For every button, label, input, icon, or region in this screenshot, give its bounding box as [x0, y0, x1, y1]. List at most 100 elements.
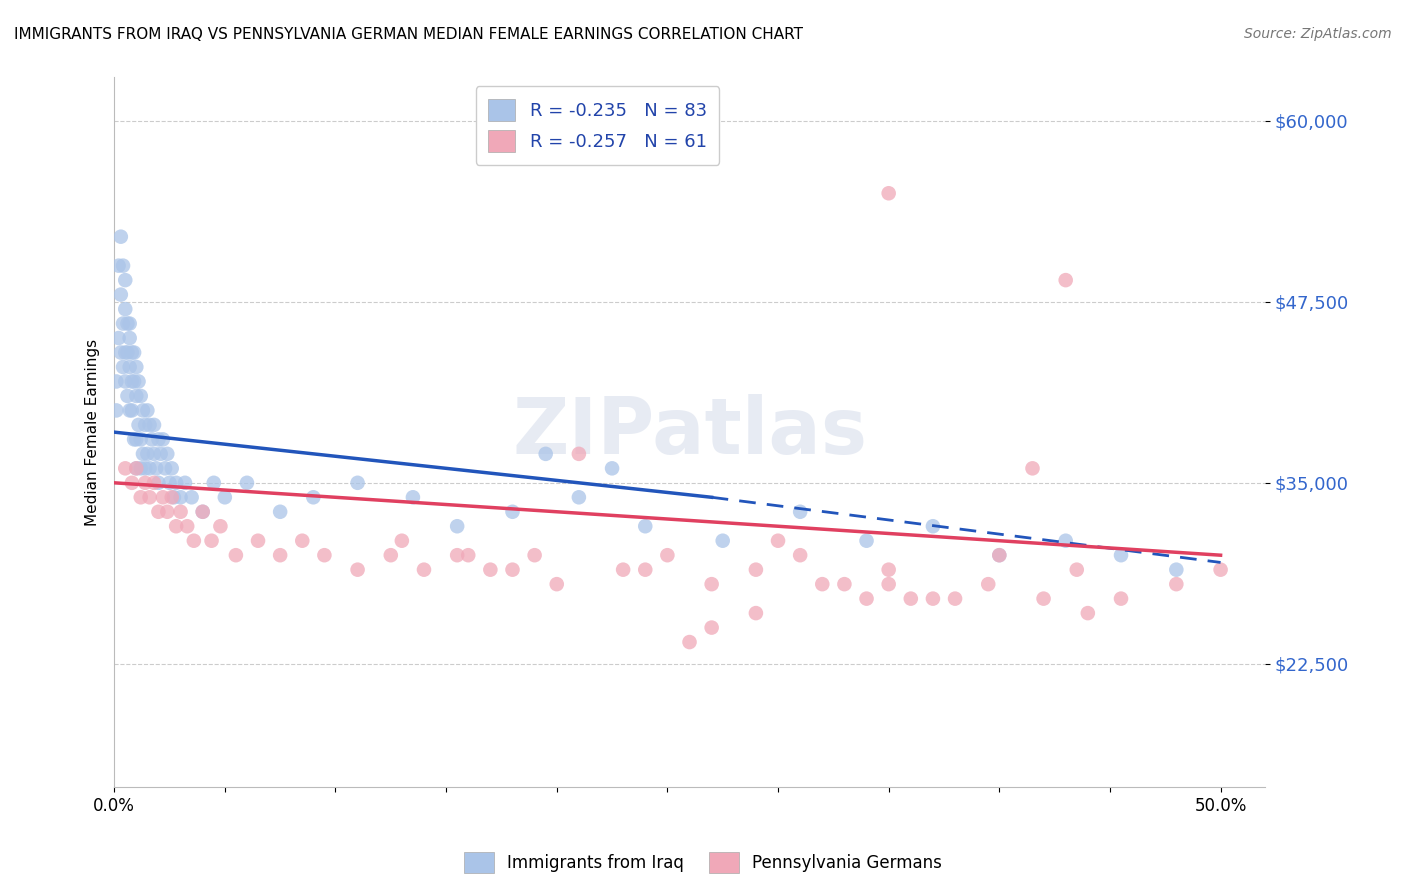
Point [446, 548, 468, 562]
Point [1054, 273, 1077, 287]
Point [988, 548, 1011, 562]
Point [612, 563, 634, 577]
Point [789, 505, 811, 519]
Point [855, 591, 877, 606]
Point [122, 433, 145, 447]
Point [105, 375, 128, 389]
Point [143, 447, 166, 461]
Point [877, 577, 900, 591]
Point [117, 389, 139, 403]
Point [122, 375, 145, 389]
Point [134, 461, 156, 475]
Point [346, 475, 368, 490]
Point [1209, 563, 1232, 577]
Point [163, 490, 186, 504]
Point [138, 461, 160, 475]
Point [657, 548, 679, 562]
Point [457, 548, 479, 562]
Point [165, 475, 187, 490]
Point [118, 403, 141, 417]
Text: Source: ZipAtlas.com: Source: ZipAtlas.com [1244, 27, 1392, 41]
Point [811, 577, 834, 591]
Point [122, 345, 145, 359]
Point [125, 461, 148, 475]
Y-axis label: Median Female Earnings: Median Female Earnings [86, 339, 100, 525]
Point [114, 375, 136, 389]
Point [121, 475, 143, 490]
Point [1066, 563, 1088, 577]
Point [314, 548, 336, 562]
Point [156, 447, 179, 461]
Point [141, 433, 163, 447]
Point [402, 490, 425, 504]
Point [855, 533, 877, 548]
Point [136, 403, 159, 417]
Legend: Immigrants from Iraq, Pennsylvania Germans: Immigrants from Iraq, Pennsylvania Germa… [457, 846, 949, 880]
Point [174, 475, 197, 490]
Point [209, 519, 232, 533]
Point [900, 591, 922, 606]
Point [413, 563, 436, 577]
Point [112, 259, 135, 273]
Point [600, 461, 623, 475]
Point [134, 475, 156, 490]
Point [121, 345, 143, 359]
Point [129, 389, 152, 403]
Point [118, 317, 141, 331]
Point [1109, 548, 1132, 562]
Point [107, 259, 129, 273]
Point [922, 519, 945, 533]
Point [117, 317, 139, 331]
Point [114, 273, 136, 287]
Point [977, 577, 1000, 591]
Point [534, 447, 557, 461]
Point [107, 331, 129, 345]
Point [121, 403, 143, 417]
Point [145, 461, 167, 475]
Point [943, 591, 966, 606]
Point [112, 359, 135, 374]
Point [138, 490, 160, 504]
Point [191, 505, 214, 519]
Point [136, 447, 159, 461]
Point [156, 505, 179, 519]
Point [269, 505, 291, 519]
Point [988, 548, 1011, 562]
Point [129, 461, 152, 475]
Point [143, 417, 166, 432]
Legend: R = -0.235   N = 83, R = -0.257   N = 61: R = -0.235 N = 83, R = -0.257 N = 61 [475, 87, 720, 165]
Point [634, 563, 657, 577]
Point [291, 533, 314, 548]
Text: ZIPatlas: ZIPatlas [512, 394, 868, 470]
Point [152, 490, 174, 504]
Point [446, 519, 468, 533]
Point [1166, 563, 1188, 577]
Point [128, 375, 150, 389]
Point [121, 375, 143, 389]
Point [200, 533, 222, 548]
Point [1054, 533, 1077, 548]
Point [1166, 577, 1188, 591]
Point [125, 461, 148, 475]
Point [700, 621, 723, 635]
Point [128, 417, 150, 432]
Point [678, 635, 700, 649]
Point [302, 490, 325, 504]
Point [110, 287, 132, 301]
Point [114, 461, 136, 475]
Point [834, 577, 856, 591]
Point [546, 577, 568, 591]
Point [523, 548, 546, 562]
Point [112, 317, 135, 331]
Point [125, 389, 148, 403]
Point [148, 505, 170, 519]
Point [110, 345, 132, 359]
Point [877, 186, 900, 201]
Point [117, 345, 139, 359]
Point [149, 447, 172, 461]
Point [269, 548, 291, 562]
Point [225, 548, 247, 562]
Point [125, 433, 148, 447]
Point [132, 447, 155, 461]
Point [502, 505, 524, 519]
